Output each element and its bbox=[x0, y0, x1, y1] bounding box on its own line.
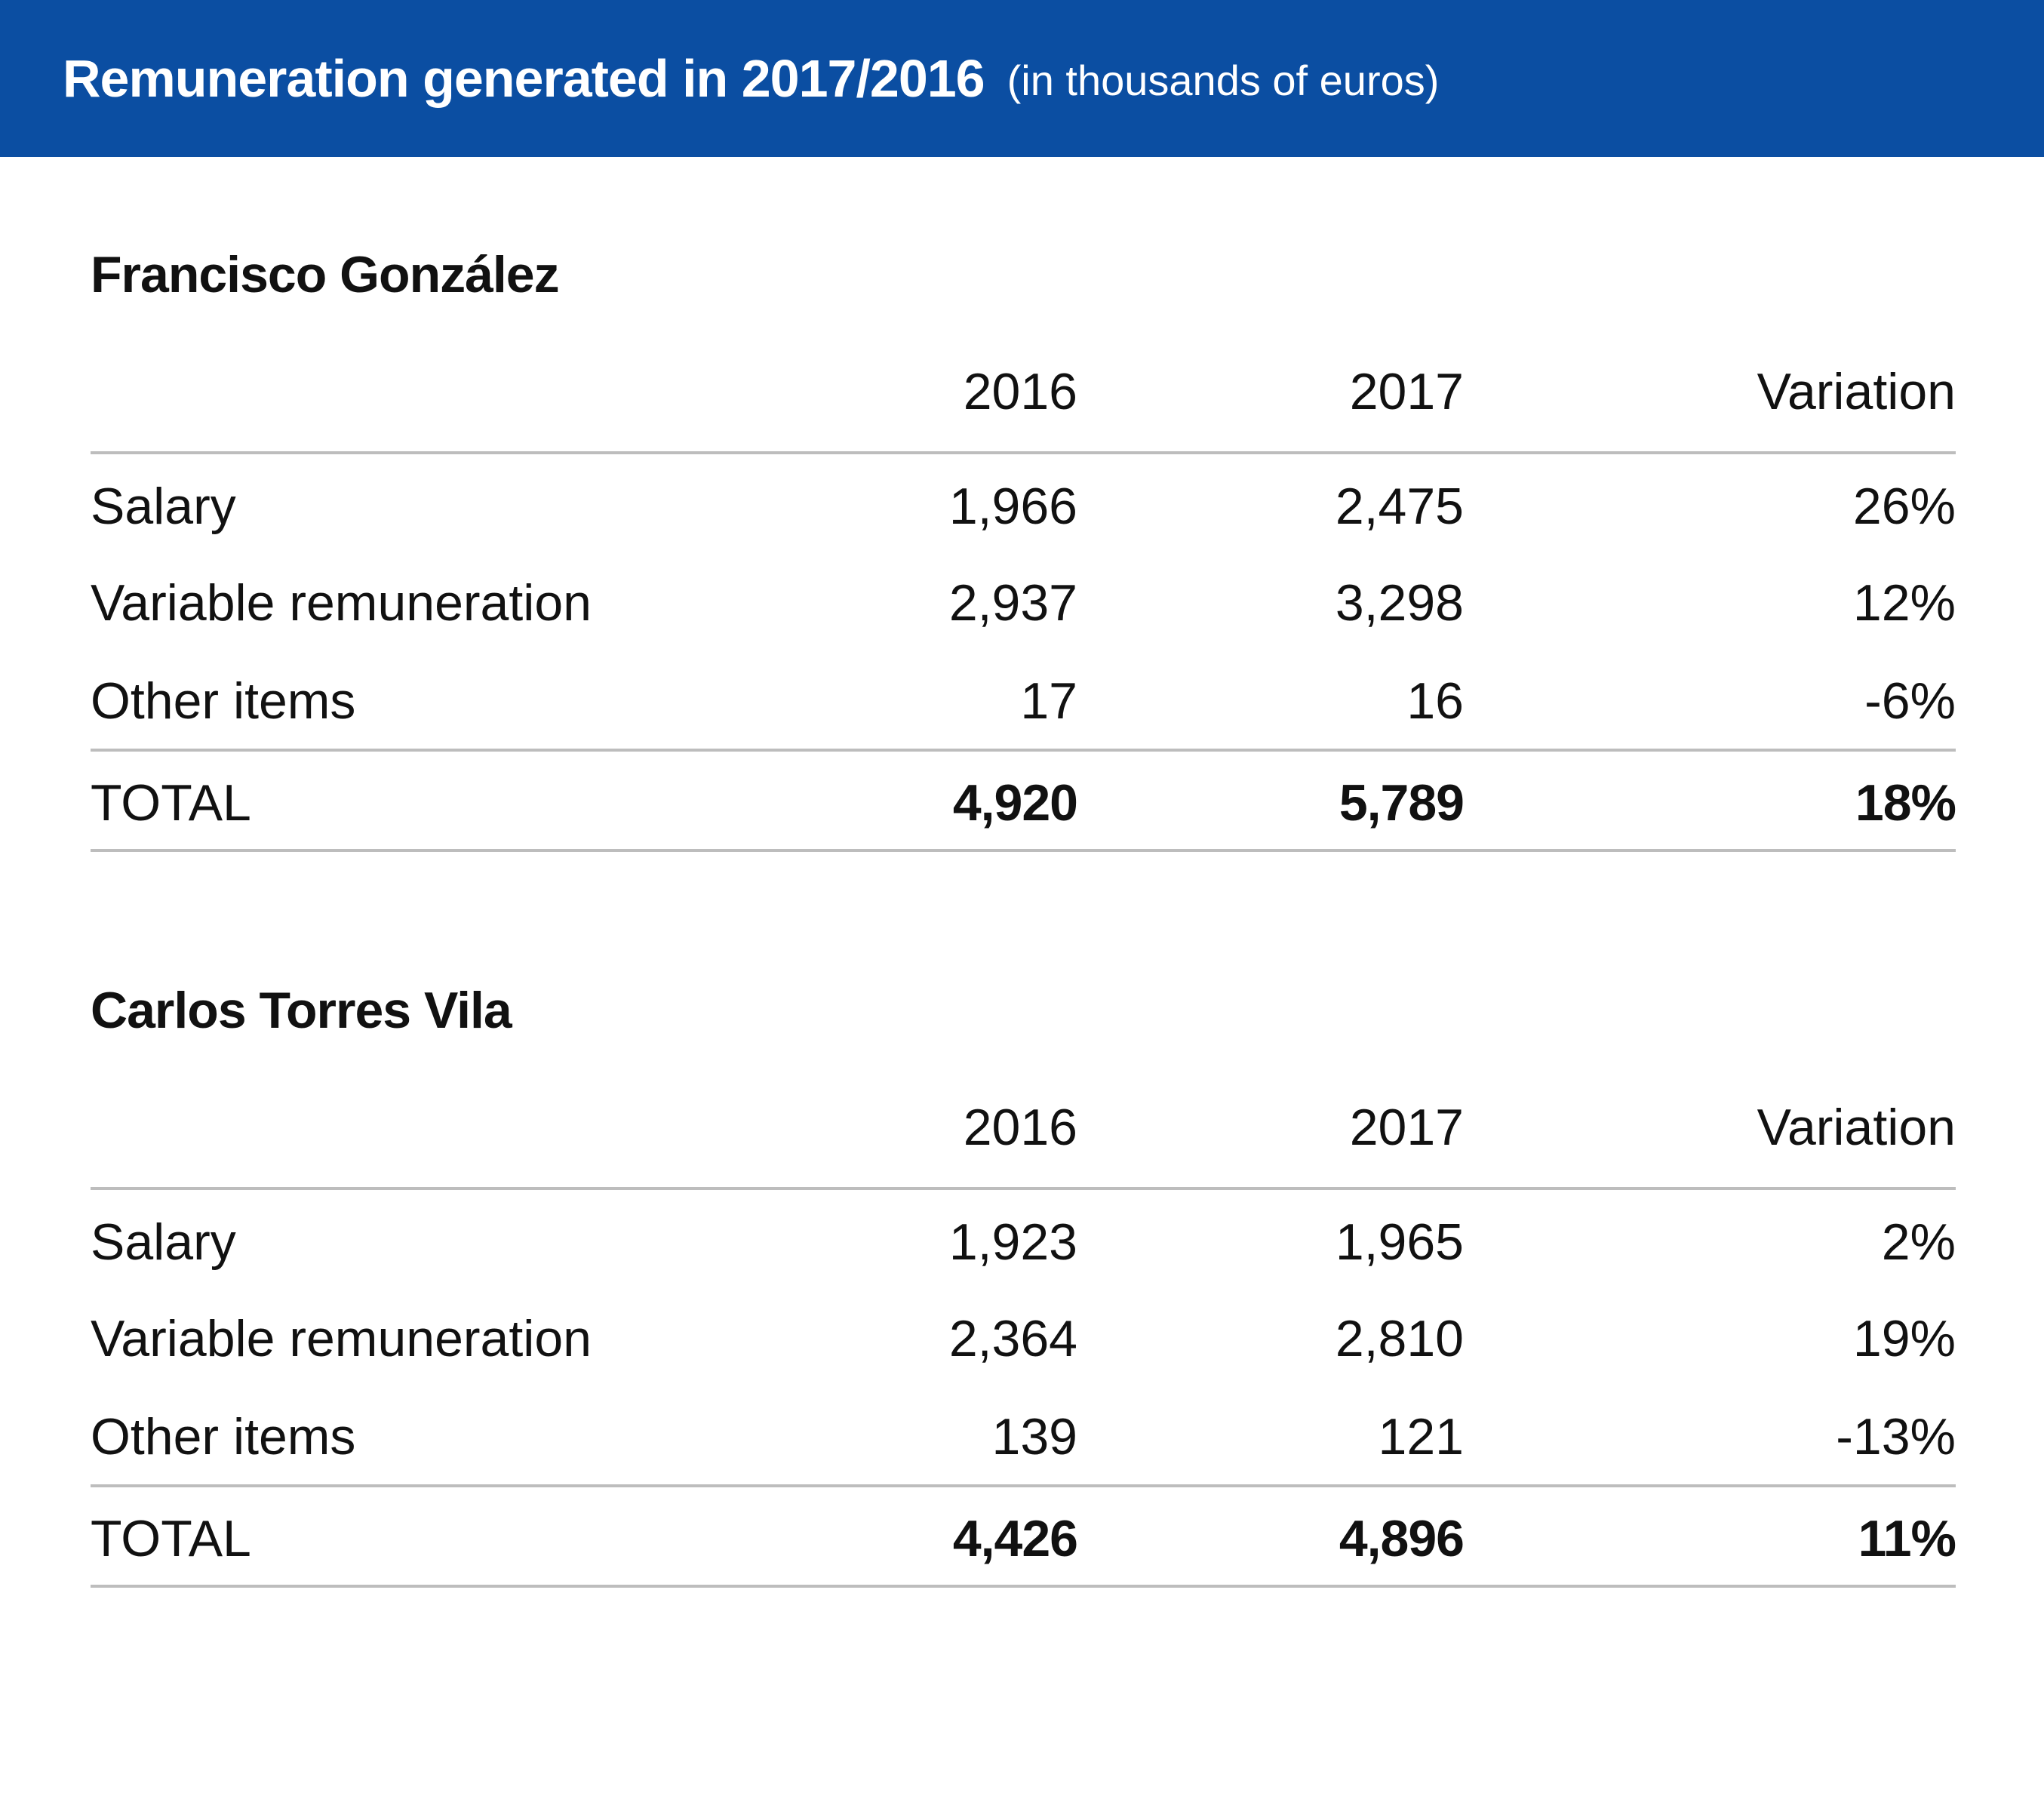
chart-title: Remuneration generated in 2017/2016 bbox=[63, 49, 985, 108]
value-2016: 2,364 bbox=[948, 1310, 1077, 1367]
table-row: Variable remuneration 2,937 3,298 12% bbox=[91, 555, 1956, 651]
row-label: Salary bbox=[91, 478, 236, 535]
table-row: Salary 1,966 2,475 26% bbox=[91, 458, 1956, 555]
row-label: Variable remuneration bbox=[91, 574, 592, 632]
person-name: Carlos Torres Vila bbox=[91, 982, 512, 1039]
row-label: Salary bbox=[91, 1213, 236, 1271]
header-rule bbox=[91, 451, 1956, 454]
total-rule bbox=[91, 1484, 1956, 1487]
value-2017: 16 bbox=[1406, 672, 1464, 730]
total-label: TOTAL bbox=[91, 774, 251, 832]
value-2017: 2,475 bbox=[1335, 478, 1464, 535]
header-banner: Remuneration generated in 2017/2016 (in … bbox=[0, 0, 2044, 157]
value-variation: 26% bbox=[1852, 478, 1956, 535]
row-label: Variable remuneration bbox=[91, 1310, 592, 1367]
table-row: Other items 139 121 -13% bbox=[91, 1388, 1956, 1485]
value-variation: 19% bbox=[1852, 1310, 1956, 1367]
value-variation: -13% bbox=[1836, 1408, 1956, 1465]
value-variation: -6% bbox=[1864, 672, 1956, 730]
bottom-rule bbox=[91, 1585, 1956, 1588]
table-row: Variable remuneration 2,364 2,810 19% bbox=[91, 1290, 1956, 1387]
column-header-2017: 2017 bbox=[1349, 363, 1464, 420]
total-label: TOTAL bbox=[91, 1510, 251, 1567]
total-rule bbox=[91, 749, 1956, 752]
total-2016: 4,426 bbox=[952, 1510, 1078, 1567]
total-row: TOTAL 4,426 4,896 11% bbox=[91, 1490, 1956, 1587]
value-2017: 121 bbox=[1378, 1408, 1464, 1465]
value-2017: 3,298 bbox=[1335, 574, 1464, 632]
table-row: Salary 1,923 1,965 2% bbox=[91, 1194, 1956, 1290]
bottom-rule bbox=[91, 849, 1956, 852]
value-2016: 17 bbox=[1020, 672, 1077, 730]
value-2017: 1,965 bbox=[1335, 1213, 1464, 1271]
chart-subtitle: (in thousands of euros) bbox=[1007, 56, 1440, 104]
value-variation: 12% bbox=[1852, 574, 1956, 632]
table-row: Other items 17 16 -6% bbox=[91, 653, 1956, 749]
value-2017: 2,810 bbox=[1335, 1310, 1464, 1367]
column-header-2017: 2017 bbox=[1349, 1099, 1464, 1156]
value-variation: 2% bbox=[1881, 1213, 1956, 1271]
person-name: Francisco González bbox=[91, 246, 560, 303]
total-variation: 18% bbox=[1855, 774, 1956, 832]
row-label: Other items bbox=[91, 672, 356, 730]
value-2016: 1,923 bbox=[948, 1213, 1077, 1271]
total-variation: 11% bbox=[1858, 1510, 1956, 1567]
value-2016: 139 bbox=[991, 1408, 1077, 1465]
header-rule bbox=[91, 1187, 1956, 1190]
total-2016: 4,920 bbox=[952, 774, 1078, 832]
column-header-variation: Variation bbox=[1757, 363, 1956, 420]
column-header-variation: Variation bbox=[1757, 1099, 1956, 1156]
total-2017: 4,896 bbox=[1339, 1510, 1465, 1567]
row-label: Other items bbox=[91, 1408, 356, 1465]
total-row: TOTAL 4,920 5,789 18% bbox=[91, 755, 1956, 851]
total-2017: 5,789 bbox=[1339, 774, 1465, 832]
column-header-2016: 2016 bbox=[963, 363, 1077, 420]
value-2016: 1,966 bbox=[948, 478, 1077, 535]
value-2016: 2,937 bbox=[948, 574, 1077, 632]
column-header-2016: 2016 bbox=[963, 1099, 1077, 1156]
